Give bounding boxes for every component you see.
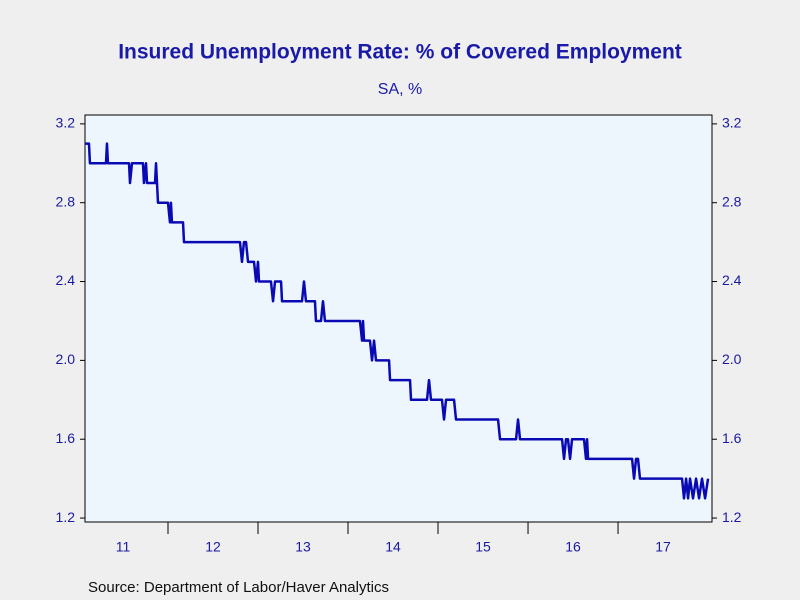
- y2-tick-label: 1.2: [722, 509, 742, 525]
- y-tick-label: 2.4: [56, 272, 76, 288]
- y2-tick-label: 2.8: [722, 193, 742, 209]
- x-tick-label: 16: [565, 539, 581, 555]
- y-tick-label: 2.8: [56, 193, 76, 209]
- x-tick-label: 15: [475, 539, 491, 555]
- y-tick-label: 1.2: [56, 509, 76, 525]
- source-note: Source: Department of Labor/Haver Analyt…: [88, 579, 389, 596]
- y2-tick-label: 2.0: [722, 351, 742, 367]
- x-tick-label: 12: [205, 539, 221, 555]
- x-tick-label: 17: [655, 539, 671, 555]
- y2-tick-label: 3.2: [722, 115, 742, 131]
- chart-subtitle: SA, %: [378, 81, 422, 98]
- x-tick-label: 14: [385, 539, 401, 555]
- y-tick-label: 2.0: [56, 351, 76, 367]
- chart-title: Insured Unemployment Rate: % of Covered …: [118, 41, 682, 64]
- plot-area: [84, 114, 713, 523]
- x-tick-label: 11: [116, 539, 131, 555]
- y2-tick-label: 2.4: [722, 272, 742, 288]
- x-tick-label: 13: [295, 539, 311, 555]
- data-line: [85, 142, 710, 500]
- y2-tick-label: 1.6: [722, 430, 742, 446]
- y-tick-label: 3.2: [56, 115, 76, 131]
- y-tick-label: 1.6: [56, 430, 76, 446]
